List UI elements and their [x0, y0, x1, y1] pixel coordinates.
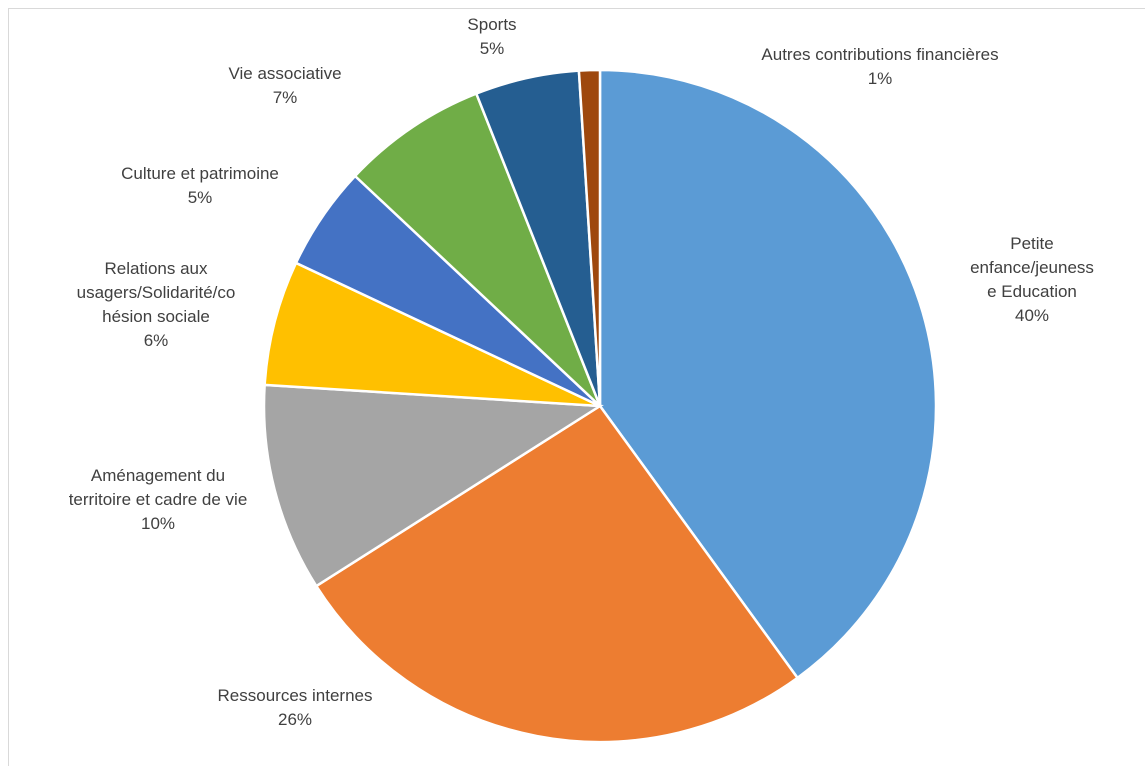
category-label: Vie associative: [228, 64, 342, 83]
value-label: 40%: [1014, 306, 1050, 325]
category-label: Culture et patrimoine: [121, 164, 279, 183]
category-label: Aménagement du territoire et cadre de vi…: [68, 466, 248, 509]
pie-slice: [353, 91, 602, 407]
value-label: 10%: [140, 514, 176, 533]
slice-label: Culture et patrimoine 5%: [85, 162, 315, 210]
category-label: Relations aux usagers/Solidarité/cohésio…: [76, 259, 236, 326]
category-label: Petite enfance/jeunesse Education: [970, 234, 1094, 301]
slice-label: Sports 5%: [432, 13, 552, 61]
slice-label: Ressources internes 26%: [185, 684, 405, 732]
slice-label: Vie associative 7%: [185, 62, 385, 110]
slice-label: Autres contributions financières 1%: [720, 43, 1040, 91]
value-label: 26%: [277, 710, 313, 729]
category-label: Ressources internes: [217, 686, 373, 705]
chart-border: [8, 8, 1145, 766]
pie-slice: [314, 404, 800, 744]
pie-slice: [577, 68, 602, 407]
category-label: Sports: [467, 15, 517, 34]
slice-label: Relations aux usagers/Solidarité/cohésio…: [76, 257, 236, 353]
slice-label: Petite enfance/jeunesse Education 40%: [967, 232, 1097, 328]
pie-slice: [262, 383, 604, 588]
category-label: Autres contributions financières: [761, 45, 999, 64]
value-label: 7%: [272, 88, 298, 107]
slice-label: Aménagement du territoire et cadre de vi…: [63, 464, 253, 536]
value-label: 1%: [867, 69, 893, 88]
value-label: 6%: [143, 331, 169, 350]
pie-slice: [598, 68, 938, 680]
value-label: 5%: [187, 188, 213, 207]
pie-slice: [263, 261, 601, 408]
value-label: 5%: [479, 39, 505, 58]
